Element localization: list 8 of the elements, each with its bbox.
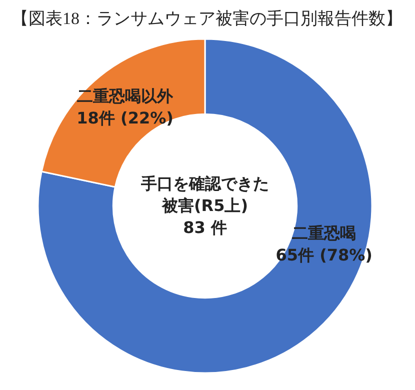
text: 手口を確認できた bbox=[140, 174, 269, 193]
slice-label: 二重恐喝 bbox=[292, 224, 356, 243]
chart-title: 【図表18：ランサムウェア被害の手口別報告件数】 bbox=[12, 9, 402, 28]
donut-slice bbox=[37, 38, 373, 374]
slice-label: 二重恐喝以外 bbox=[77, 86, 174, 106]
data-label: 18件 (22%) bbox=[76, 108, 174, 128]
text: 83 件 bbox=[183, 218, 227, 237]
text: 被害(R5上) bbox=[160, 196, 248, 215]
